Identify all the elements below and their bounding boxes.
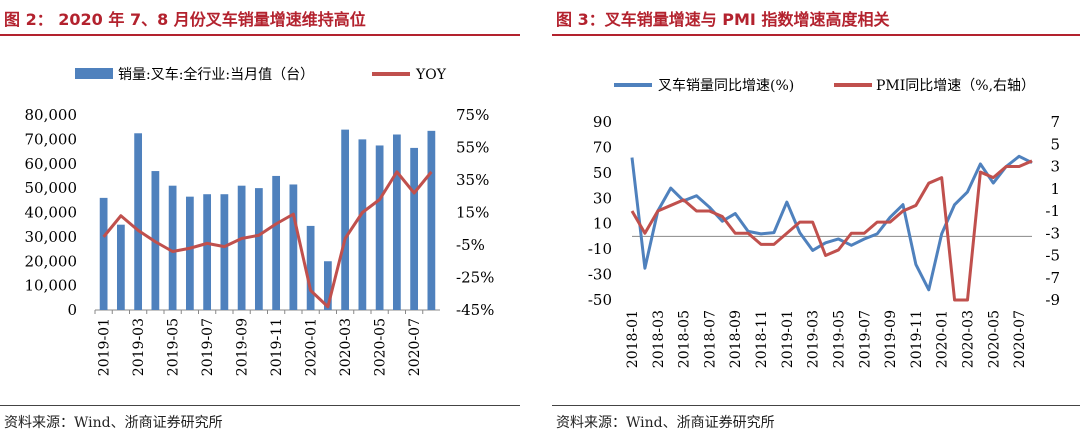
y-tick-left: -50 (588, 291, 612, 309)
y-tick-left: 70 (593, 138, 612, 156)
y-tick-right: -7 (1045, 269, 1060, 287)
x-tick-label: 2019-11 (269, 318, 285, 376)
y-tick-left: 70,000 (25, 130, 78, 148)
bar (185, 196, 194, 310)
bar-line-chart: 0 10,000 20,000 30,000 40,000 50,000 60,000 70,… (25, 66, 495, 376)
x-tick-label: 2018-07 (702, 310, 718, 368)
y-tick-left: 90 (593, 113, 612, 131)
bar (392, 134, 401, 310)
x-tick-label: 2019-05 (831, 310, 847, 368)
y-tick-right: -25% (456, 269, 494, 287)
y-tick-right: -5% (456, 236, 485, 254)
y-tick-left: -10 (588, 240, 612, 258)
source-note: 资料来源：Wind、浙商证券研究所 (556, 415, 775, 431)
y-tick-left: 50 (593, 164, 612, 182)
x-tick-label: 2018-05 (677, 310, 693, 368)
y-tick-right: 35% (456, 171, 489, 189)
legend-label-bar: 销量:叉车:全行业:当月值（台） (118, 66, 314, 83)
bar (168, 185, 177, 310)
y-tick-right: 15% (456, 204, 489, 222)
x-tick-label: 2019-03 (131, 318, 147, 376)
x-tick-label: 2020-01 (935, 310, 951, 368)
x-tick-label: 2019-03 (806, 310, 822, 368)
pmi-growth-line (630, 159, 1033, 302)
figure-title: 图 3：叉车销量增速与 PMI 指数增速高度相关 (556, 10, 890, 29)
title-rule (552, 34, 1080, 36)
x-tick-label: 2019-01 (780, 310, 796, 368)
bar (220, 194, 229, 310)
y-tick-left: 50,000 (25, 179, 78, 197)
bar (375, 145, 384, 310)
bar (358, 139, 367, 310)
y-tick-left: 10,000 (25, 277, 78, 295)
bar (323, 261, 332, 310)
y-tick-right: 55% (456, 139, 489, 157)
bar (99, 197, 108, 310)
x-tick-label: 2020-07 (1012, 310, 1028, 368)
legend-label-line: YOY (415, 67, 447, 83)
y-tick-right: 5 (1050, 135, 1060, 153)
y-tick-left: 0 (67, 301, 77, 319)
bar (410, 147, 419, 310)
bar (237, 185, 246, 310)
x-tick-label: 2019-09 (883, 310, 899, 368)
x-tick-label: 2018-03 (651, 310, 667, 368)
x-tick-label: 2018-09 (728, 310, 744, 368)
bar (203, 194, 212, 310)
x-tick-label: 2020-05 (986, 310, 1002, 368)
x-tick-label: 2018-11 (754, 310, 770, 368)
dual-line-chart: 90 70 50 30 10 -10 -30 -50 7 5 3 1 -1 -3 -5 -7 -9 2018-01… (588, 77, 1060, 368)
x-tick-label: 2018-01 (625, 310, 641, 368)
y-tick-left: -30 (588, 266, 612, 284)
legend-label-red: PMI同比增速（%,右轴） (876, 78, 1035, 94)
y-tick-left: 30 (593, 189, 612, 207)
y-tick-left: 40,000 (25, 204, 78, 222)
y-tick-right: -9 (1045, 291, 1060, 309)
bar (272, 175, 281, 310)
bar (116, 224, 125, 310)
sales-growth-line (630, 154, 1033, 292)
legend-swatch-bar (75, 68, 113, 79)
y-tick-left: 10 (593, 215, 612, 233)
title-rule (0, 34, 520, 36)
y-tick-right: -5 (1045, 247, 1060, 265)
y-tick-right: 3 (1050, 158, 1060, 176)
y-tick-left: 80,000 (25, 106, 78, 124)
x-tick-label: 2020-03 (338, 318, 354, 376)
x-tick-label: 2020-05 (373, 318, 389, 376)
bar (289, 184, 298, 310)
legend-label-blue: 叉车销量同比增速(%) (658, 77, 794, 94)
bar (134, 133, 143, 310)
y-tick-left: 20,000 (25, 252, 78, 270)
figure-title: 图 2： 2020 年 7、8 月份叉车销量增速维持高位 (4, 10, 366, 29)
x-tick-label: 2019-05 (166, 318, 182, 376)
source-note: 资料来源：Wind、浙商证券研究所 (4, 415, 223, 431)
yoy-line (102, 170, 433, 309)
x-tick-label: 2019-07 (200, 318, 216, 376)
y-tick-right: -1 (1045, 202, 1060, 220)
x-tick-label: 2020-01 (304, 318, 320, 376)
y-tick-right: 1 (1050, 180, 1060, 198)
y-tick-right: 7 (1050, 113, 1060, 131)
bar (306, 225, 315, 310)
x-tick-label: 2020-03 (960, 310, 976, 368)
y-tick-right: 75% (456, 106, 489, 124)
y-tick-right: -3 (1045, 224, 1060, 242)
figure-panel-right: 图 3：叉车销量增速与 PMI 指数增速高度相关 90 70 50 30 10 -10 -3… (552, 0, 1080, 441)
bar (427, 130, 436, 310)
y-tick-right: -45% (456, 301, 494, 319)
y-tick-left: 30,000 (25, 228, 78, 246)
source-rule (0, 405, 520, 406)
x-tick-label: 2020-07 (407, 318, 423, 376)
x-tick-label: 2019-01 (97, 318, 113, 376)
y-tick-left: 60,000 (25, 155, 78, 173)
x-tick-label: 2019-09 (235, 318, 251, 376)
x-tick-label: 2019-11 (909, 310, 925, 368)
source-rule (552, 405, 1080, 406)
bar (254, 188, 263, 310)
bar (341, 129, 350, 310)
figure-panel-left: 图 2： 2020 年 7、8 月份叉车销量增速维持高位 0 10,000 20,0… (0, 0, 520, 441)
x-tick-label: 2019-07 (857, 310, 873, 368)
